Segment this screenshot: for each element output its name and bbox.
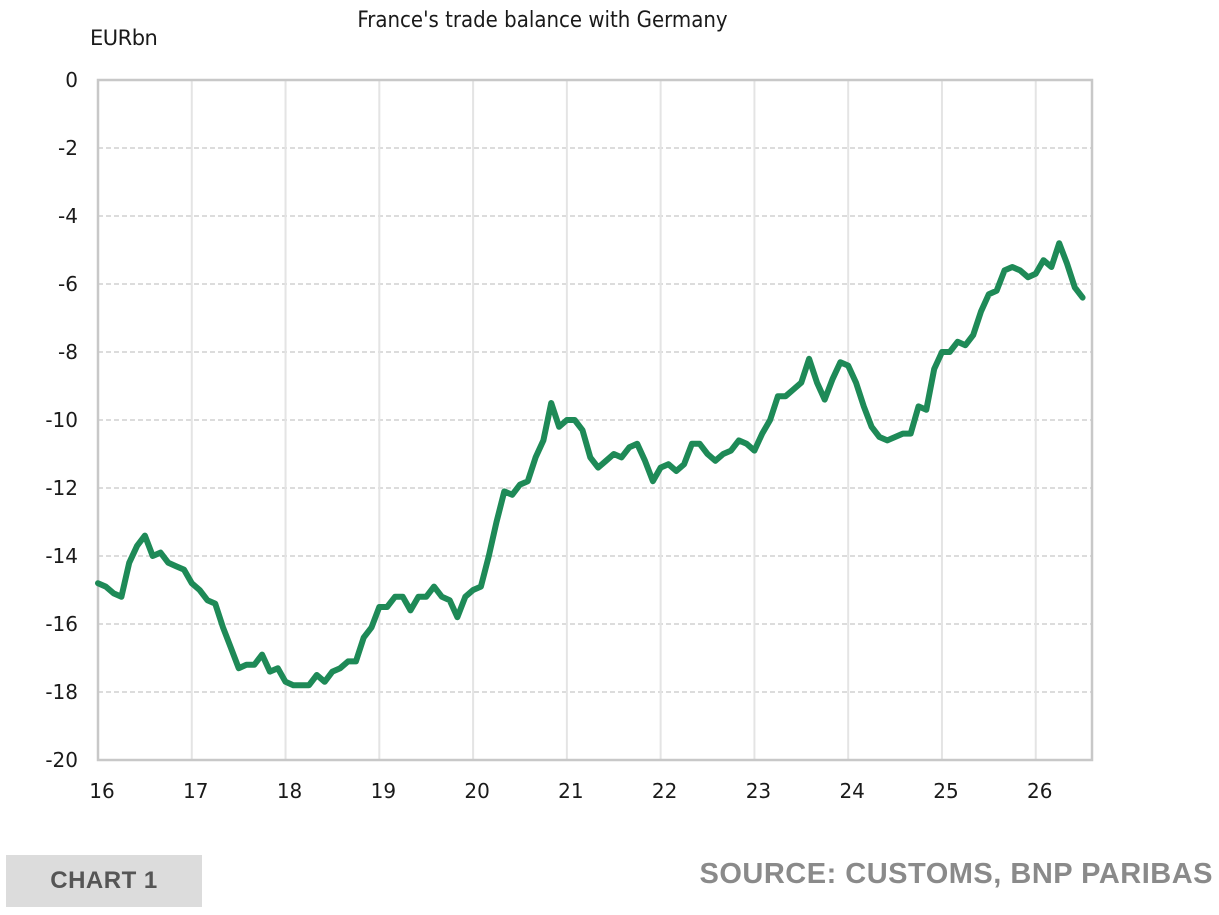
grid-layer xyxy=(98,80,1092,760)
y-tick-label: -6 xyxy=(58,272,78,296)
x-tick-label: 26 xyxy=(1027,779,1052,803)
y-tick-label: -18 xyxy=(45,680,78,704)
y-tick-label: 0 xyxy=(65,68,78,92)
x-tick-label: 20 xyxy=(464,779,489,803)
x-tick-label: 25 xyxy=(933,779,958,803)
y-tick-label: -16 xyxy=(45,612,78,636)
y-tick-label: -4 xyxy=(58,204,78,228)
x-tick-label: 19 xyxy=(371,779,396,803)
y-tick-label: -8 xyxy=(58,340,78,364)
x-tick-label: 17 xyxy=(183,779,208,803)
x-tick-label: 18 xyxy=(277,779,302,803)
x-tick-label: 23 xyxy=(746,779,771,803)
x-axis-ticks: 16 17 18 19 20 21 22 23 24 25 26 xyxy=(89,779,1052,803)
source-note: SOURCE: CUSTOMS, BNP PARIBAS xyxy=(699,858,1213,890)
x-tick-label: 24 xyxy=(839,779,864,803)
y-tick-label: -2 xyxy=(58,136,78,160)
y-tick-label: -10 xyxy=(45,408,78,432)
y-tick-label: -12 xyxy=(45,476,78,500)
y-axis-unit-label: EURbn xyxy=(90,26,158,50)
y-tick-label: -20 xyxy=(45,748,78,772)
line-chart: 0 -2 -4 -6 -8 -10 -12 -14 -16 -18 -20 16 17 18 19 20 21… xyxy=(45,68,1094,803)
x-tick-label: 22 xyxy=(652,779,677,803)
x-tick-label: 16 xyxy=(89,779,114,803)
chart-number-tag: CHART 1 xyxy=(6,855,202,907)
chart-title: France's trade balance with Germany xyxy=(357,8,728,33)
plot-area-frame xyxy=(96,78,1094,762)
y-tick-label: -14 xyxy=(45,544,78,568)
trade-balance-line xyxy=(95,240,1086,689)
x-tick-label: 21 xyxy=(558,779,583,803)
y-axis-ticks: 0 -2 -4 -6 -8 -10 -12 -14 -16 -18 -20 xyxy=(45,68,78,772)
